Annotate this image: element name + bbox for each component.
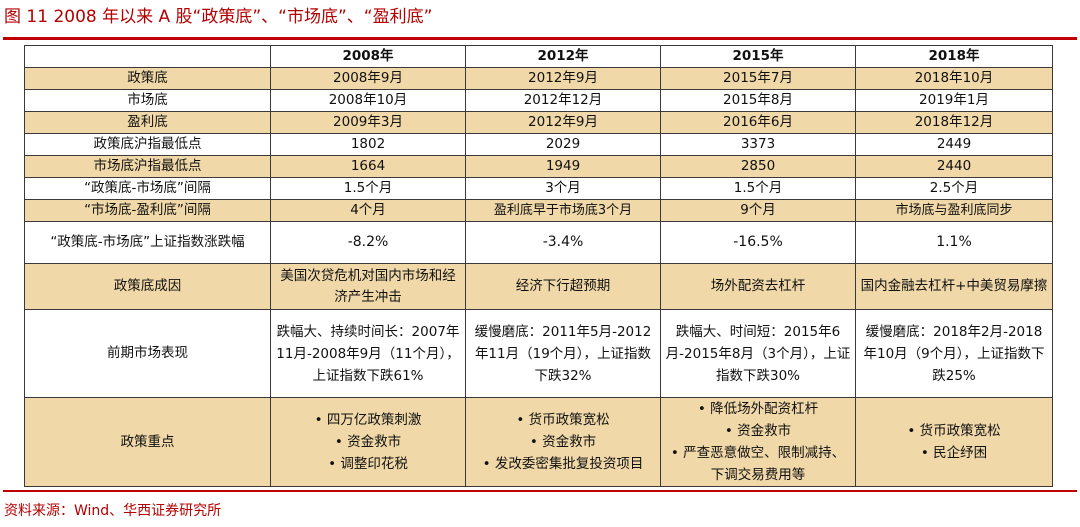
table-cell: 2012年9月 [465,111,661,134]
table-cell: 2008年10月 [270,89,466,112]
table-cell: 跌幅大、持续时间长：2007年11月-2008年9月（11个月），上证指数下跌6… [270,309,466,398]
header-cell: 2015年 [660,45,856,68]
table-cell: 2018年10月 [855,67,1053,90]
table-cell: 1664 [270,155,466,178]
row-label: 政策底成因 [24,263,271,310]
header-cell: 2012年 [465,45,661,68]
policy-item: • 货币政策宽松 [516,412,610,428]
table-row: 前期市场表现 跌幅大、持续时间长：2007年11月-2008年9月（11个月），… [24,309,1053,398]
table-row: 盈利底 2009年3月 2012年9月 2016年6月 2018年12月 [24,111,1053,134]
table-cell: 场外配资去杠杆 [660,263,856,310]
table-cell: -3.4% [465,221,661,264]
policy-item: • 资金救市 [724,423,792,439]
table-cell: 2018年12月 [855,111,1053,134]
table-cell: • 降低场外配资杠杆 • 资金救市 • 严查恶意做空、限制减持、下调交易费用等 [660,397,856,487]
table-cell: 市场底与盈利底同步 [855,199,1053,222]
table-cell: 1.5个月 [660,177,856,200]
policy-item: • 降低场外配资杠杆 [697,401,819,417]
figure-title: 图 11 2008 年以来 A 股“政策底”、“市场底”、“盈利底” [4,7,433,27]
header-cell [24,45,271,68]
table-row: 市场底沪指最低点 1664 1949 2850 2440 [24,155,1053,178]
table-cell: 3个月 [465,177,661,200]
table-cell: 2012年9月 [465,67,661,90]
row-label: 政策重点 [24,397,271,487]
header-cell: 2018年 [855,45,1053,68]
policy-item: • 货币政策宽松 [907,423,1001,439]
table-cell: 9个月 [660,199,856,222]
table-cell: 2009年3月 [270,111,466,134]
table-cell: 1.5个月 [270,177,466,200]
table-cell: 2449 [855,133,1053,156]
table-cell: 2012年12月 [465,89,661,112]
row-label: “政策底-市场底”上证指数涨跌幅 [24,221,271,264]
row-label: “市场底-盈利底”间隔 [24,199,271,222]
row-label: 盈利底 [24,111,271,134]
table-cell: -16.5% [660,221,856,264]
header-row: 2008年 2012年 2015年 2018年 [24,45,1053,68]
table-cell: • 货币政策宽松 • 资金救市 • 发改委密集批复投资项目 [465,397,661,487]
row-label: “政策底-市场底”间隔 [24,177,271,200]
table-cell: 2850 [660,155,856,178]
row-label: 前期市场表现 [24,309,271,398]
policy-bottom-table: 2008年 2012年 2015年 2018年 政策底 2008年9月 2012… [24,45,1053,487]
top-rule [3,37,1077,40]
table-cell: -8.2% [270,221,466,264]
table-row: “政策底-市场底”上证指数涨跌幅 -8.2% -3.4% -16.5% 1.1% [24,221,1053,264]
table-row: 市场底 2008年10月 2012年12月 2015年8月 2019年1月 [24,89,1053,112]
table-cell: 缓慢磨底：2018年2月-2018年10月（9个月），上证指数下跌25% [855,309,1053,398]
table-cell: 2016年6月 [660,111,856,134]
table-cell: 2440 [855,155,1053,178]
policy-item: • 调整印花税 [328,456,408,472]
table-row: “政策底-市场底”间隔 1.5个月 3个月 1.5个月 2.5个月 [24,177,1053,200]
table-cell: 2015年7月 [660,67,856,90]
policy-item: • 资金救市 [334,434,402,450]
table-cell: 2015年8月 [660,89,856,112]
row-label: 政策底 [24,67,271,90]
table-row: “市场底-盈利底”间隔 4个月 盈利底早于市场底3个月 9个月 市场底与盈利底同… [24,199,1053,222]
table-row: 政策底成因 美国次贷危机对国内市场和经济产生冲击 经济下行超预期 场外配资去杠杆… [24,263,1053,310]
table-cell: 1802 [270,133,466,156]
header-cell: 2008年 [270,45,466,68]
table-cell: • 货币政策宽松 • 民企纾困 [855,397,1053,487]
row-label: 市场底沪指最低点 [24,155,271,178]
table-cell: 2.5个月 [855,177,1053,200]
table-cell: 经济下行超预期 [465,263,661,310]
table-cell: 美国次贷危机对国内市场和经济产生冲击 [270,263,466,310]
table-row: 政策重点 • 四万亿政策刺激 • 资金救市 • 调整印花税 • 货币政策宽松 •… [24,397,1053,487]
row-label: 政策底沪指最低点 [24,133,271,156]
row-label: 市场底 [24,89,271,112]
policy-item: • 发改委密集批复投资项目 [482,456,644,472]
table-cell: • 四万亿政策刺激 • 资金救市 • 调整印花税 [270,397,466,487]
table-cell: 国内金融去杠杆+中美贸易摩擦 [855,263,1053,310]
source-note: 资料来源：Wind、华西证券研究所 [4,503,222,519]
table-cell: 盈利底早于市场底3个月 [465,199,661,222]
policy-item: • 四万亿政策刺激 [314,412,422,428]
table-cell: 跌幅大、时间短：2015年6月-2015年8月（3个月），上证指数下跌30% [660,309,856,398]
table-cell: 2029 [465,133,661,156]
policy-item: • 资金救市 [529,434,597,450]
table-row: 政策底沪指最低点 1802 2029 3373 2449 [24,133,1053,156]
policy-item: • 严查恶意做空、限制减持、下调交易费用等 [670,445,846,483]
table-row: 政策底 2008年9月 2012年9月 2015年7月 2018年10月 [24,67,1053,90]
table-cell: 4个月 [270,199,466,222]
table-cell: 1.1% [855,221,1053,264]
table-cell: 3373 [660,133,856,156]
policy-item: • 民企纾困 [920,445,988,461]
table-cell: 1949 [465,155,661,178]
bottom-rule [3,490,1077,492]
table-cell: 2019年1月 [855,89,1053,112]
table-cell: 缓慢磨底：2011年5月-2012年11月（19个月），上证指数下跌32% [465,309,661,398]
table-cell: 2008年9月 [270,67,466,90]
